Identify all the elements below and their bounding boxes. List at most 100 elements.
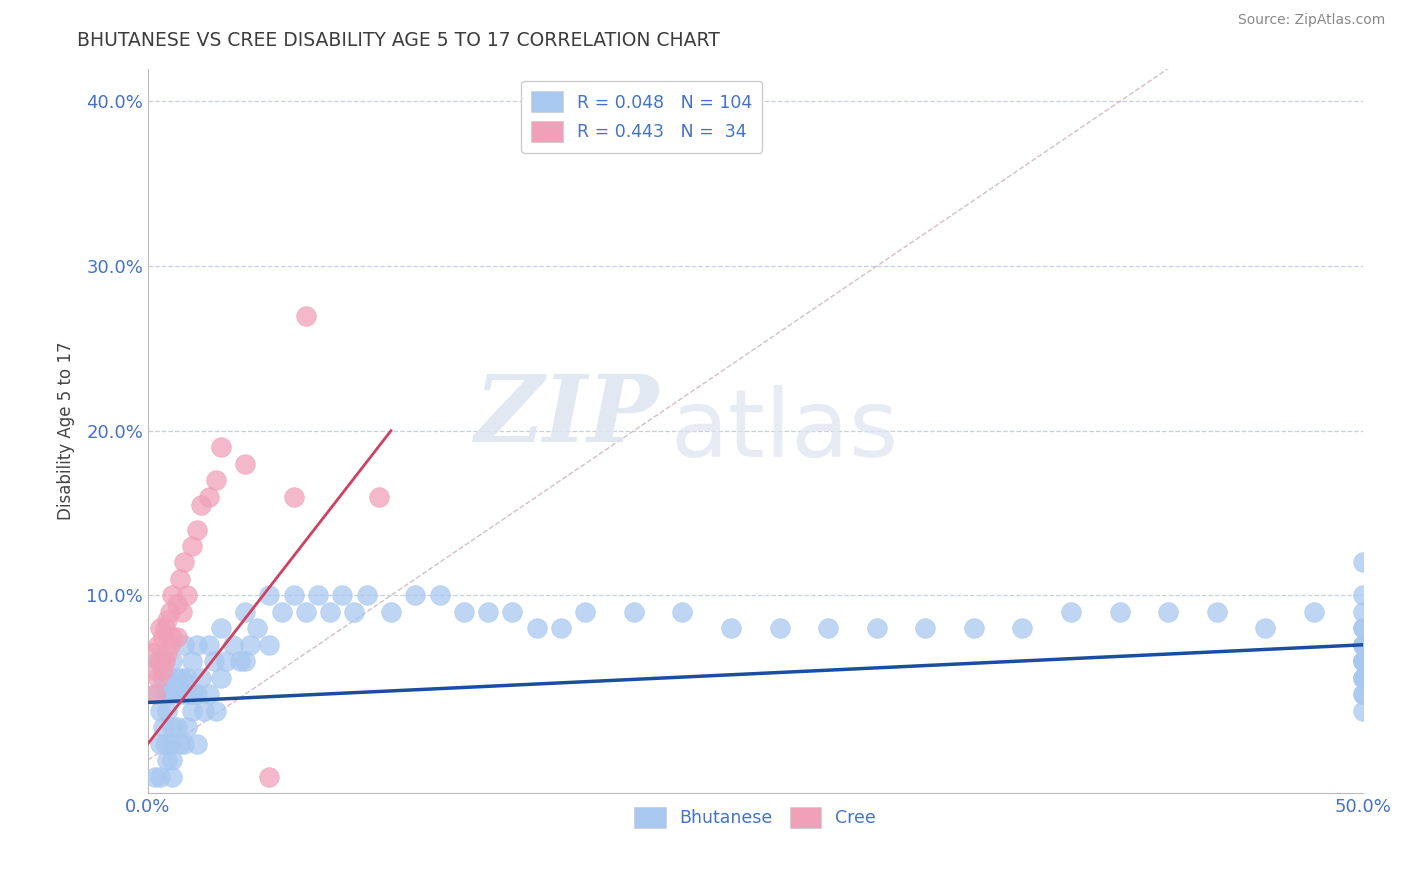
Point bbox=[330, 589, 353, 603]
Point bbox=[209, 671, 232, 685]
Point bbox=[477, 605, 499, 619]
Point bbox=[1351, 687, 1374, 701]
Point bbox=[963, 621, 986, 635]
Point bbox=[156, 753, 179, 767]
Point bbox=[173, 638, 195, 652]
Point bbox=[1351, 621, 1374, 635]
Point bbox=[153, 654, 176, 668]
Point bbox=[380, 605, 402, 619]
Point bbox=[1351, 687, 1374, 701]
Point bbox=[162, 654, 184, 668]
Point bbox=[1351, 654, 1374, 668]
Point bbox=[186, 687, 208, 701]
Point bbox=[153, 737, 176, 751]
Point bbox=[156, 671, 179, 685]
Point bbox=[176, 589, 198, 603]
Point bbox=[149, 654, 172, 668]
Point bbox=[429, 589, 451, 603]
Point bbox=[169, 572, 191, 586]
Point bbox=[1351, 556, 1374, 570]
Point bbox=[166, 597, 188, 611]
Point bbox=[149, 704, 172, 718]
Point bbox=[1060, 605, 1083, 619]
Point bbox=[186, 638, 208, 652]
Point bbox=[233, 457, 256, 471]
Point bbox=[295, 605, 318, 619]
Point bbox=[193, 704, 215, 718]
Point bbox=[404, 589, 426, 603]
Point bbox=[295, 309, 318, 323]
Point bbox=[162, 589, 184, 603]
Point bbox=[720, 621, 742, 635]
Point bbox=[152, 720, 174, 734]
Point bbox=[156, 646, 179, 660]
Point bbox=[1351, 671, 1374, 685]
Point bbox=[233, 654, 256, 668]
Point bbox=[1108, 605, 1130, 619]
Point bbox=[197, 687, 219, 701]
Point bbox=[283, 589, 305, 603]
Point bbox=[270, 605, 292, 619]
Point bbox=[169, 737, 191, 751]
Point bbox=[550, 621, 572, 635]
Y-axis label: Disability Age 5 to 17: Disability Age 5 to 17 bbox=[58, 342, 75, 520]
Point bbox=[1351, 638, 1374, 652]
Point bbox=[162, 770, 184, 784]
Point bbox=[162, 720, 184, 734]
Point bbox=[153, 687, 176, 701]
Point bbox=[170, 605, 193, 619]
Point bbox=[367, 490, 389, 504]
Point bbox=[162, 687, 184, 701]
Point bbox=[259, 638, 281, 652]
Text: BHUTANESE VS CREE DISABILITY AGE 5 TO 17 CORRELATION CHART: BHUTANESE VS CREE DISABILITY AGE 5 TO 17… bbox=[77, 31, 720, 50]
Point bbox=[259, 589, 281, 603]
Point bbox=[205, 704, 228, 718]
Point bbox=[173, 737, 195, 751]
Point bbox=[1351, 654, 1374, 668]
Point bbox=[152, 671, 174, 685]
Point bbox=[526, 621, 548, 635]
Point bbox=[229, 654, 252, 668]
Point bbox=[574, 605, 596, 619]
Point bbox=[156, 704, 179, 718]
Point bbox=[1351, 671, 1374, 685]
Point bbox=[143, 687, 166, 701]
Point bbox=[183, 687, 205, 701]
Point bbox=[1351, 621, 1374, 635]
Point bbox=[1254, 621, 1277, 635]
Point bbox=[259, 770, 281, 784]
Point bbox=[176, 720, 198, 734]
Point bbox=[180, 654, 202, 668]
Point bbox=[159, 687, 181, 701]
Point bbox=[186, 737, 208, 751]
Point bbox=[197, 638, 219, 652]
Point bbox=[156, 613, 179, 627]
Point bbox=[239, 638, 262, 652]
Point bbox=[205, 473, 228, 487]
Point bbox=[1303, 605, 1326, 619]
Point bbox=[162, 753, 184, 767]
Text: Source: ZipAtlas.com: Source: ZipAtlas.com bbox=[1237, 13, 1385, 28]
Point bbox=[173, 556, 195, 570]
Point bbox=[143, 663, 166, 677]
Point bbox=[283, 490, 305, 504]
Point bbox=[180, 704, 202, 718]
Point bbox=[180, 539, 202, 553]
Point bbox=[1351, 704, 1374, 718]
Point bbox=[623, 605, 645, 619]
Point bbox=[143, 770, 166, 784]
Point bbox=[146, 654, 169, 668]
Point bbox=[914, 621, 936, 635]
Point bbox=[169, 687, 191, 701]
Point bbox=[1351, 671, 1374, 685]
Point bbox=[146, 638, 169, 652]
Point bbox=[233, 605, 256, 619]
Point bbox=[209, 621, 232, 635]
Point bbox=[1351, 654, 1374, 668]
Point bbox=[166, 720, 188, 734]
Point bbox=[143, 687, 166, 701]
Point bbox=[768, 621, 790, 635]
Point bbox=[152, 663, 174, 677]
Point bbox=[159, 737, 181, 751]
Point bbox=[209, 440, 232, 454]
